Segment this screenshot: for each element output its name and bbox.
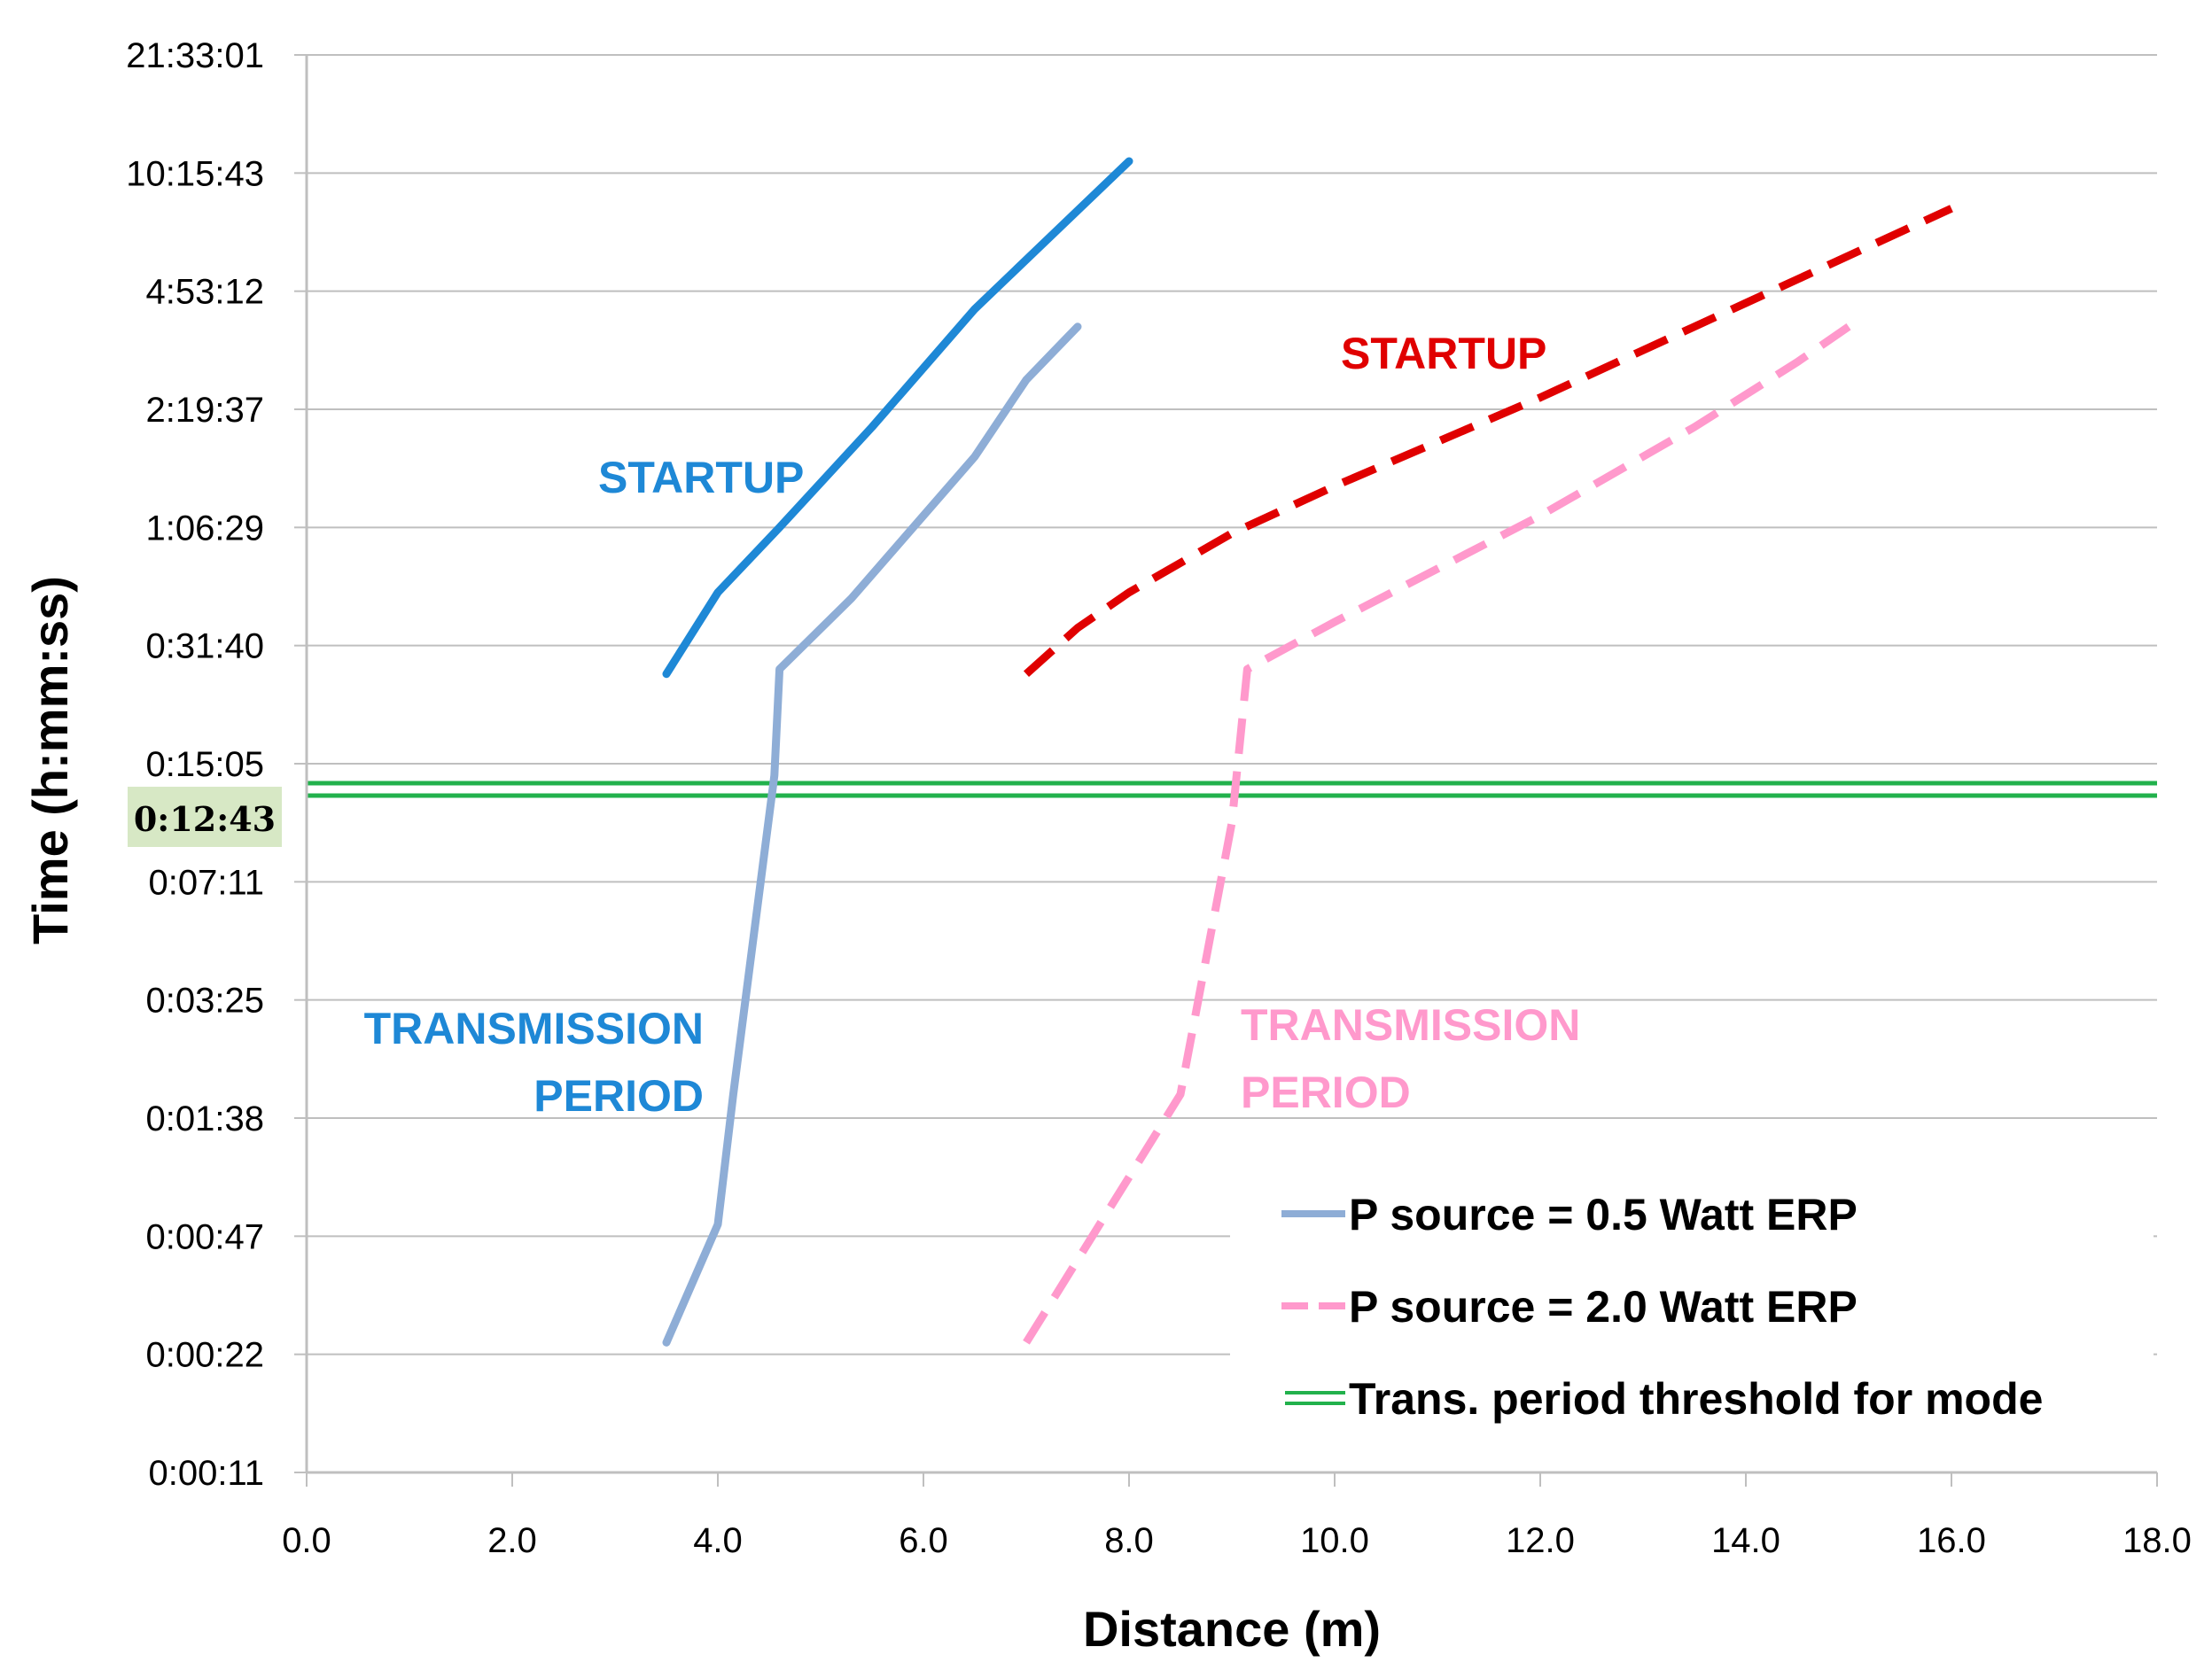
y-tick-label: 0:01:38 (146, 1099, 264, 1138)
period-label-blue: PERIOD (534, 1071, 704, 1121)
gridlines (307, 54, 2157, 1356)
legend-label-blue: P source = 0.5 Watt ERP (1349, 1190, 1858, 1239)
x-tick-label: 0.0 (282, 1521, 331, 1560)
x-tick-label: 4.0 (693, 1521, 743, 1560)
y-axis-ticks: 0:00:11 0:00:22 0:00:47 0:01:38 0:03:25 0:07:… (126, 36, 307, 1493)
legend: P source = 0.5 Watt ERP P source = 2.0 W… (1230, 1168, 2154, 1465)
series-line-1 (662, 322, 1082, 1347)
transmission-label-pink: TRANSMISSION (1241, 1000, 1580, 1050)
y-tick-label: 0:03:25 (146, 982, 264, 1021)
y-tick-label: 2:19:37 (146, 391, 264, 430)
y-tick-label: 1:06:29 (146, 509, 264, 548)
y-tick-label: 4:53:12 (146, 273, 264, 312)
series-line-3 (1023, 322, 1851, 1345)
series (662, 157, 1953, 1347)
transmission-label-blue: TRANSMISSION (364, 1004, 704, 1053)
startup-label-blue: STARTUP (598, 453, 804, 502)
y-tick-label: 0:00:11 (149, 1454, 265, 1493)
x-axis-title: Distance (m) (1083, 1601, 1381, 1657)
x-tick-label: 18.0 (2122, 1521, 2192, 1560)
x-tick-label: 10.0 (1300, 1521, 1369, 1560)
x-tick-label: 2.0 (487, 1521, 537, 1560)
startup-label-red: STARTUP (1341, 329, 1546, 378)
y-tick-label: 0:00:22 (146, 1336, 264, 1375)
x-tick-label: 12.0 (1506, 1521, 1575, 1560)
y-tick-label: 0:15:05 (146, 745, 264, 784)
legend-background (1230, 1168, 2154, 1465)
y-tick-label: 10:15:43 (126, 154, 264, 193)
y-tick-label: 21:33:01 (126, 36, 264, 75)
threshold-label-background (128, 787, 282, 847)
x-tick-label: 14.0 (1711, 1521, 1780, 1560)
x-axis-ticks: 0.0 2.0 4.0 6.0 8.0 10.0 12.0 14.0 16.0 18.0 (282, 1472, 2192, 1560)
threshold-label: 0:12:43 (134, 799, 276, 839)
series-line-0 (662, 157, 1133, 679)
legend-label-green: Trans. period threshold for mode (1349, 1374, 2043, 1424)
x-tick-label: 8.0 (1104, 1521, 1154, 1560)
period-label-pink: PERIOD (1241, 1068, 1411, 1117)
y-tick-label: 0:00:47 (146, 1217, 264, 1256)
threshold-group: 0:12:43 (128, 781, 2157, 847)
x-tick-label: 6.0 (899, 1521, 948, 1560)
legend-label-pink: P source = 2.0 Watt ERP (1349, 1282, 1858, 1332)
y-tick-label: 0:31:40 (146, 627, 264, 666)
y-axis-title: Time (h:mm:ss) (22, 576, 78, 944)
y-tick-label: 0:07:11 (149, 863, 265, 902)
series-line-2 (1023, 205, 1953, 678)
x-tick-label: 16.0 (1917, 1521, 1986, 1560)
